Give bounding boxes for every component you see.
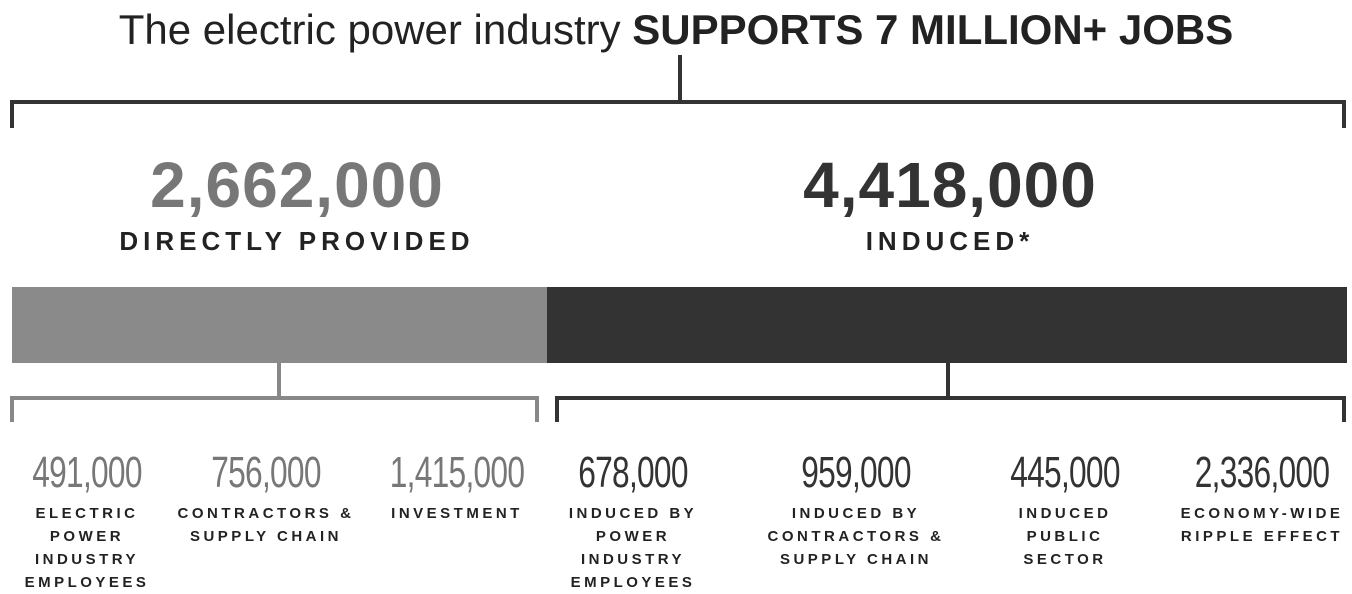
right-bracket — [555, 363, 1346, 422]
title-lead: The electric power industry — [118, 6, 621, 53]
item-value: 756,000 — [211, 448, 321, 497]
bar-induced — [547, 287, 1347, 363]
item-value: 491,000 — [32, 448, 142, 497]
top-bracket — [10, 55, 1346, 128]
item-label: INDUCED PUBLIC SECTOR — [1018, 505, 1112, 568]
item-label: ELECTRIC POWER INDUSTRY EMPLOYEES — [24, 505, 150, 591]
group-value: 4,418,000 — [803, 149, 1097, 221]
group-value: 2,662,000 — [150, 149, 444, 221]
title-emphasis: SUPPORTS 7 MILLION+ JOBS — [632, 6, 1234, 53]
item-label: INDUCED BY CONTRACTORS & SUPPLY CHAIN — [767, 505, 945, 568]
group-label: DIRECTLY PROVIDED — [119, 226, 475, 256]
bracket — [10, 55, 1346, 128]
group-label: INDUCED* — [865, 226, 1035, 256]
item-value: 678,000 — [578, 448, 688, 497]
item-value: 445,000 — [1010, 448, 1120, 497]
item-value: 959,000 — [801, 448, 911, 497]
item-label: INDUCED BY POWER INDUSTRY EMPLOYEES — [568, 505, 698, 591]
item-label: ECONOMY-WIDE RIPPLE EFFECT — [1180, 505, 1344, 545]
item-label: INVESTMENT — [391, 505, 523, 522]
left-bracket — [10, 363, 539, 422]
item-value: 2,336,000 — [1194, 448, 1330, 497]
bar-direct — [12, 287, 547, 363]
item-label: CONTRACTORS & SUPPLY CHAIN — [177, 505, 355, 545]
item-value: 1,415,000 — [389, 448, 525, 497]
title: The electric power industry SUPPORTS 7 M… — [0, 6, 1352, 54]
